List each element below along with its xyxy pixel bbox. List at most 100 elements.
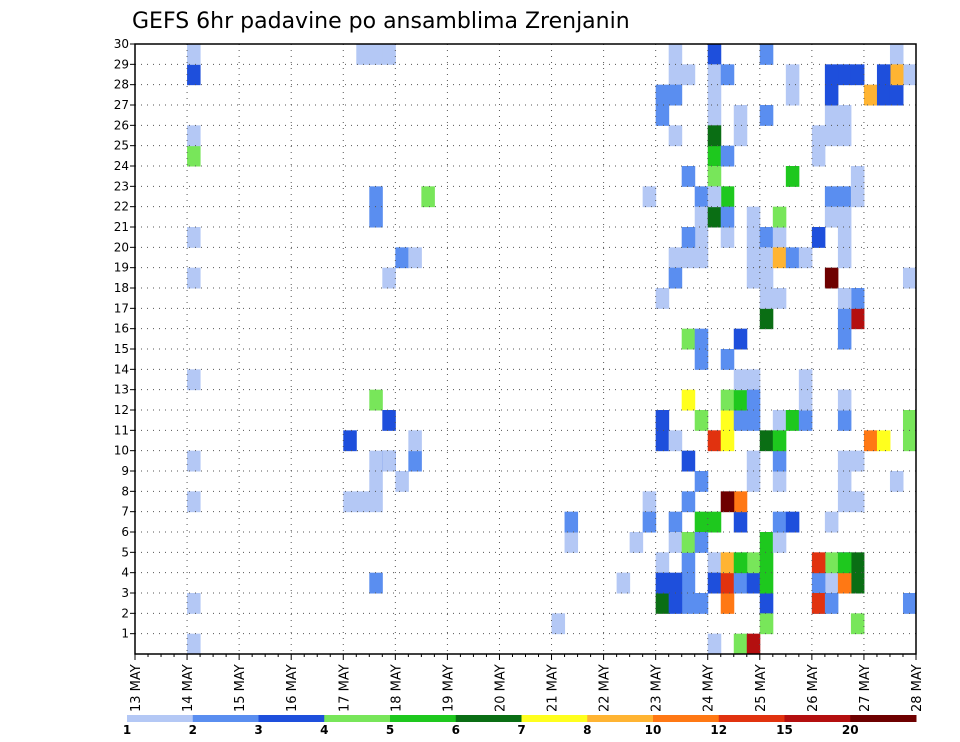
cell-70 (655, 288, 670, 309)
ytick-label-16: 16 (114, 322, 129, 336)
cell-124 (733, 552, 748, 574)
cell-201 (837, 308, 852, 330)
cell-158 (772, 247, 787, 269)
xtick-label-0: 13 MAY (129, 664, 144, 712)
cell-50 (681, 491, 696, 513)
cell-86 (707, 44, 722, 65)
ytick-label-9: 9 (121, 464, 129, 478)
cell-21 (382, 450, 396, 472)
cell-130 (733, 328, 748, 350)
ytick-label-20: 20 (114, 240, 129, 254)
cell-33 (421, 186, 435, 208)
cell-220 (863, 84, 878, 106)
legend-swatch-2 (258, 715, 325, 722)
ytick-label-28: 28 (114, 78, 129, 92)
cell-139 (759, 552, 774, 574)
xtick-label-9: 22 MAY (598, 664, 613, 712)
ytick-label-23: 23 (114, 179, 129, 193)
cell-67 (655, 84, 670, 106)
cell-7 (187, 145, 201, 167)
cell-152 (759, 308, 774, 330)
cell-103 (746, 389, 761, 411)
cell-226 (876, 430, 891, 452)
ytick-label-25: 25 (114, 139, 129, 153)
cell-28 (395, 471, 409, 492)
legend-swatch-3 (324, 715, 391, 722)
cell-85 (746, 369, 761, 391)
ytick-label-27: 27 (114, 98, 129, 112)
cell-205 (837, 247, 852, 269)
cell-196 (811, 593, 826, 614)
cell-75 (655, 410, 670, 431)
xtick-label-6: 19 MAY (441, 664, 456, 712)
cell-71 (681, 532, 696, 553)
cell-128 (746, 206, 761, 228)
cell-46 (681, 572, 696, 594)
cell-96 (707, 64, 722, 86)
cell-215 (902, 267, 917, 289)
cell-38 (642, 491, 657, 513)
cell-34 (551, 613, 566, 635)
cell-134 (759, 227, 774, 248)
cell-118 (733, 125, 748, 147)
cell-63 (694, 247, 709, 269)
cell-0 (187, 633, 201, 655)
cell-93 (707, 145, 722, 167)
cell-113 (720, 227, 735, 248)
cell-1 (187, 593, 201, 614)
cell-59 (694, 349, 709, 370)
cell-116 (733, 491, 748, 513)
cell-48 (694, 593, 709, 614)
cell-87 (707, 511, 722, 533)
cell-45 (681, 64, 696, 86)
cell-211 (850, 166, 865, 187)
cell-115 (733, 511, 748, 533)
cell-189 (811, 125, 826, 147)
xtick-label-5: 18 MAY (389, 664, 404, 712)
cell-74 (655, 430, 670, 452)
cell-58 (681, 389, 696, 411)
cell-199 (837, 389, 852, 411)
cell-98 (720, 410, 735, 431)
xtick-label-14: 27 MAY (858, 664, 873, 712)
cell-31 (395, 247, 409, 269)
cell-182 (850, 572, 865, 594)
legend-swatch-8 (653, 715, 720, 722)
xtick-label-13: 26 MAY (806, 664, 821, 712)
cell-14 (369, 450, 383, 472)
ytick-label-22: 22 (114, 200, 129, 214)
y-axis: 1234567891011121314151617181920212223242… (114, 37, 135, 641)
cell-47 (681, 593, 696, 614)
cell-36 (564, 511, 579, 533)
cell-61 (668, 267, 683, 289)
cell-9 (187, 64, 201, 86)
cell-44 (668, 44, 683, 65)
cell-222 (889, 84, 904, 106)
cell-121 (733, 572, 748, 594)
cell-208 (837, 227, 852, 248)
cell-104 (746, 471, 761, 492)
cell-30 (408, 430, 422, 452)
cell-177 (824, 186, 839, 208)
cell-173 (837, 450, 852, 472)
cell-209 (837, 206, 852, 228)
ytick-label-3: 3 (121, 586, 129, 600)
legend: 1 2 3 4 5 6 7 8 10 12 15 20 (123, 715, 917, 737)
cell-188 (811, 145, 826, 167)
cell-218 (902, 430, 917, 452)
cell-73 (694, 328, 709, 350)
cell-217 (902, 410, 917, 431)
xtick-label-11: 24 MAY (702, 664, 717, 712)
ytick-label-1: 1 (121, 627, 129, 641)
cell-66 (668, 64, 683, 86)
cell-27 (356, 44, 370, 65)
xtick-label-2: 15 MAY (233, 664, 248, 712)
cell-204 (824, 267, 839, 289)
cell-3 (187, 450, 201, 472)
ytick-label-24: 24 (114, 159, 129, 173)
cell-83 (694, 410, 709, 431)
cell-221 (876, 84, 891, 106)
cell-136 (759, 593, 774, 614)
cell-137 (759, 613, 774, 635)
cell-195 (811, 552, 826, 574)
